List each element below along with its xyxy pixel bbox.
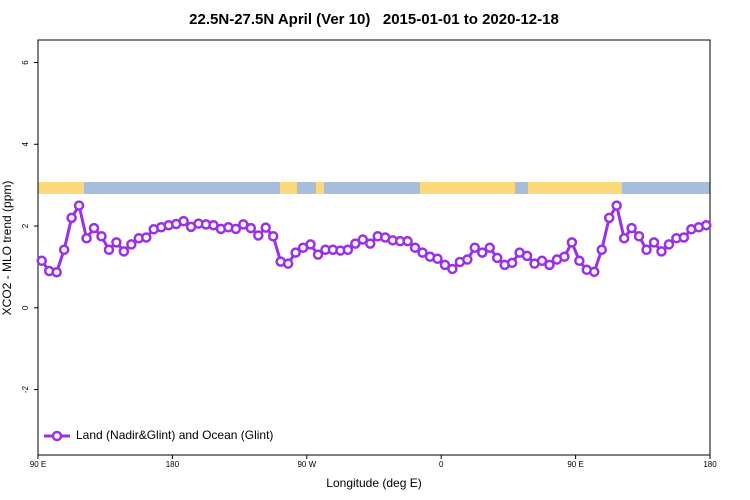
point	[447, 263, 458, 275]
x-tick-label: 90 E	[30, 460, 46, 469]
point	[230, 223, 242, 235]
x-tick-label: 180	[703, 460, 717, 469]
y-tick-label: -2	[21, 385, 30, 393]
point	[267, 231, 279, 242]
legend-marker	[51, 430, 63, 442]
point	[365, 238, 376, 249]
point	[96, 231, 107, 242]
point	[253, 230, 264, 241]
x-axis-label: Longitude (deg E)	[326, 476, 421, 490]
point	[462, 254, 473, 265]
point	[596, 244, 607, 255]
point	[663, 239, 675, 250]
point	[36, 255, 47, 267]
point	[305, 239, 316, 250]
land-strip	[528, 182, 622, 194]
legend-label: Land (Nadir&Glint) and Ocean (Glint)	[76, 428, 273, 442]
point	[118, 246, 130, 257]
plot-frame	[37, 39, 711, 456]
point	[633, 231, 645, 242]
point	[521, 250, 533, 262]
point	[51, 266, 62, 278]
point	[678, 232, 690, 243]
point	[701, 219, 712, 231]
point	[88, 222, 100, 234]
point	[350, 238, 361, 249]
point	[618, 233, 630, 244]
point	[432, 253, 443, 264]
point	[439, 259, 451, 271]
point	[342, 244, 354, 255]
point	[589, 266, 600, 278]
point	[73, 200, 85, 211]
point	[611, 200, 622, 211]
point	[58, 244, 70, 255]
x-tick-label: 0	[439, 460, 444, 469]
point	[282, 258, 294, 269]
point	[409, 242, 421, 253]
point	[66, 212, 77, 224]
y-axis-label: XCO2 - MLO trend (ppm)	[0, 181, 14, 316]
point	[484, 242, 495, 253]
land-ocean-band	[38, 182, 710, 194]
y-tick-label: 4	[21, 141, 30, 146]
land-strip	[420, 182, 515, 194]
point	[260, 222, 271, 233]
point	[641, 244, 652, 255]
point	[417, 247, 428, 258]
y-tick-label: 2	[21, 223, 30, 228]
point	[506, 257, 518, 269]
point	[81, 233, 92, 244]
land-strip	[316, 182, 324, 194]
point	[656, 246, 667, 257]
point	[103, 244, 115, 255]
x-tick-label: 90 W	[297, 460, 316, 469]
point	[357, 234, 369, 245]
x-tick-label: 180	[166, 460, 180, 469]
y-tick-label: 6	[21, 60, 30, 65]
x-tick-label: 90 E	[567, 460, 583, 469]
point	[626, 222, 637, 234]
y-tick-label: 0	[21, 305, 30, 310]
point	[477, 247, 488, 258]
point	[536, 255, 548, 267]
point	[544, 259, 555, 271]
point	[491, 252, 503, 264]
point	[126, 239, 137, 250]
point	[141, 232, 152, 243]
point	[603, 212, 615, 224]
point	[469, 242, 481, 253]
land-strip	[280, 182, 297, 194]
point	[559, 251, 570, 262]
point	[290, 247, 301, 258]
point	[245, 222, 257, 234]
point	[312, 249, 324, 260]
land-strip	[38, 182, 84, 194]
point	[574, 255, 585, 267]
point	[648, 237, 660, 248]
point	[178, 215, 189, 227]
point	[566, 237, 578, 248]
point	[111, 237, 122, 248]
point	[402, 235, 413, 247]
chart-title: 22.5N-27.5N April (Ver 10) 2015-01-01 to…	[189, 11, 559, 28]
